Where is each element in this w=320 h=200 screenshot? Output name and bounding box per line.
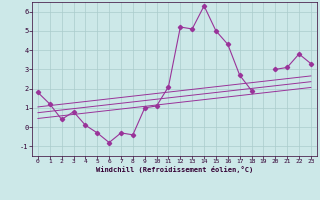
X-axis label: Windchill (Refroidissement éolien,°C): Windchill (Refroidissement éolien,°C) xyxy=(96,166,253,173)
